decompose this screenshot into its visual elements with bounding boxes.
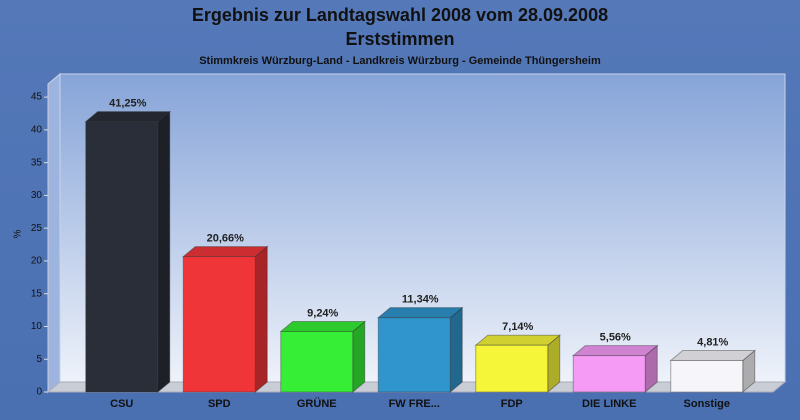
value-label: 7,14% bbox=[502, 321, 533, 333]
y-tick-label: 10 bbox=[31, 321, 43, 332]
bar-top bbox=[571, 345, 659, 357]
value-label: 11,34% bbox=[402, 294, 439, 306]
bar-top bbox=[376, 307, 464, 319]
x-tick-label: DIE LINKE bbox=[582, 398, 636, 410]
value-label: 20,66% bbox=[207, 233, 245, 245]
x-tick-label: SPD bbox=[208, 398, 231, 410]
value-label: 9,24% bbox=[307, 307, 338, 319]
bar bbox=[670, 359, 744, 393]
bar bbox=[475, 344, 549, 393]
y-tick-label: 30 bbox=[31, 190, 43, 201]
y-tick-label: 45 bbox=[31, 92, 43, 103]
bar bbox=[182, 256, 256, 393]
y-tick-label: 20 bbox=[31, 256, 43, 267]
y-tick-label: 35 bbox=[31, 157, 43, 168]
y-tick-label: 40 bbox=[31, 125, 43, 136]
value-label: 4,81% bbox=[697, 336, 728, 348]
y-tick-label: 5 bbox=[36, 354, 42, 365]
bar-side bbox=[254, 245, 268, 394]
bar-top bbox=[474, 334, 562, 346]
bar-top bbox=[181, 246, 269, 258]
side-wall bbox=[47, 72, 61, 394]
bar bbox=[377, 317, 451, 393]
bar-top bbox=[279, 320, 367, 332]
bar bbox=[572, 355, 646, 393]
bar-side bbox=[449, 306, 463, 394]
value-label: 5,56% bbox=[600, 331, 631, 343]
y-tick-label: 15 bbox=[31, 288, 43, 299]
x-tick-label: CSU bbox=[110, 398, 133, 410]
x-tick-label: FDP bbox=[501, 398, 523, 410]
bar-side bbox=[352, 320, 366, 394]
bar bbox=[85, 121, 159, 393]
y-tick-label: 0 bbox=[36, 387, 42, 398]
y-tick-label: 25 bbox=[31, 223, 43, 234]
x-tick-label: FW FRE... bbox=[389, 398, 440, 410]
y-axis-label: % bbox=[13, 229, 24, 238]
x-tick-label: GRÜNE bbox=[297, 397, 337, 410]
chart-title-line2: Erststimmen bbox=[345, 29, 454, 49]
value-label: 41,25% bbox=[109, 98, 147, 110]
chart-title: Ergebnis zur Landtagswahl 2008 vom 28.09… bbox=[192, 5, 608, 25]
bar-side bbox=[157, 110, 171, 394]
bar-top bbox=[84, 111, 172, 123]
bar-top bbox=[669, 349, 757, 361]
bar bbox=[280, 330, 354, 393]
x-tick-label: Sonstige bbox=[684, 398, 730, 410]
chart-subtitle: Stimmkreis Würzburg-Land - Landkreis Wür… bbox=[199, 55, 601, 67]
